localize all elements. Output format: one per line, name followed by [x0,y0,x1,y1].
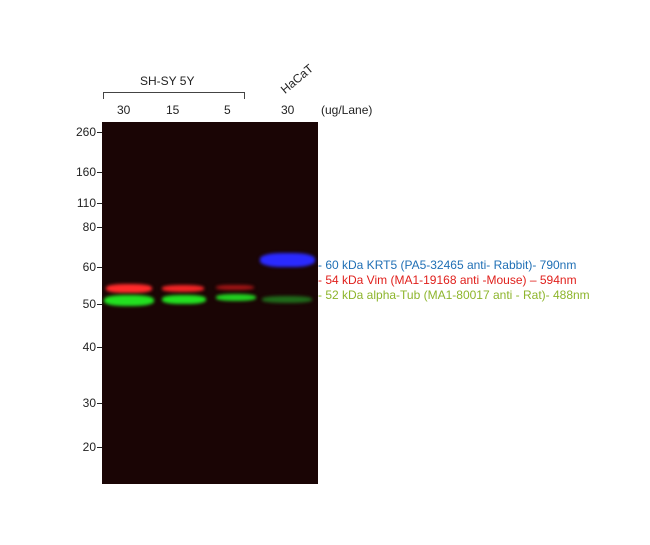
mw-marker-label: 20 [82,440,96,454]
vim-annotation: - 54 kDa Vim (MA1-19168 anti -Mouse) – 5… [318,273,577,287]
mw-marker-tick [97,447,102,448]
mw-marker-label: 110 [76,196,96,210]
mw-marker-tick [97,403,102,404]
red-band-lane-1 [106,284,152,293]
mw-marker-label: 260 [75,125,96,139]
green-band-lane-4 [262,296,312,303]
green-band-lane-3 [216,294,256,301]
mw-marker-label: 80 [82,220,96,234]
mw-marker-tick [97,347,102,348]
lane-1-load: 30 [117,103,131,117]
krt5-annotation: - 60 kDa KRT5 (PA5-32465 anti- Rabbit)- … [318,258,577,272]
blot-image [102,122,318,484]
lane-3-load: 5 [224,103,231,117]
mw-marker-tick [97,132,102,133]
lane-2-load: 15 [166,103,180,117]
mw-marker-label: 160 [75,165,96,179]
mw-marker-tick [97,304,102,305]
lane-4-load: 30 [281,103,295,117]
mw-marker-tick [97,172,102,173]
group-label: SH-SY 5Y [140,74,195,88]
mw-marker-label: 30 [82,396,96,410]
mw-marker-tick [97,203,102,204]
red-band-lane-2 [162,285,204,292]
green-band-lane-1 [104,295,154,306]
blue-band-lane-4 [260,253,315,267]
tubulin-annotation: - 52 kDa alpha-Tub (MA1-80017 anti - Rat… [318,288,590,302]
mw-marker-label: 60 [82,260,96,274]
hacat-label: HaCaT [277,61,317,97]
green-band-lane-2 [162,295,206,304]
red-band-lane-3 [216,285,254,290]
mw-marker-label: 40 [82,340,96,354]
mw-marker-tick [97,227,102,228]
unit-label: (ug/Lane) [321,103,373,117]
group-bracket [103,92,245,99]
mw-marker-tick [97,267,102,268]
mw-marker-label: 50 [82,297,96,311]
